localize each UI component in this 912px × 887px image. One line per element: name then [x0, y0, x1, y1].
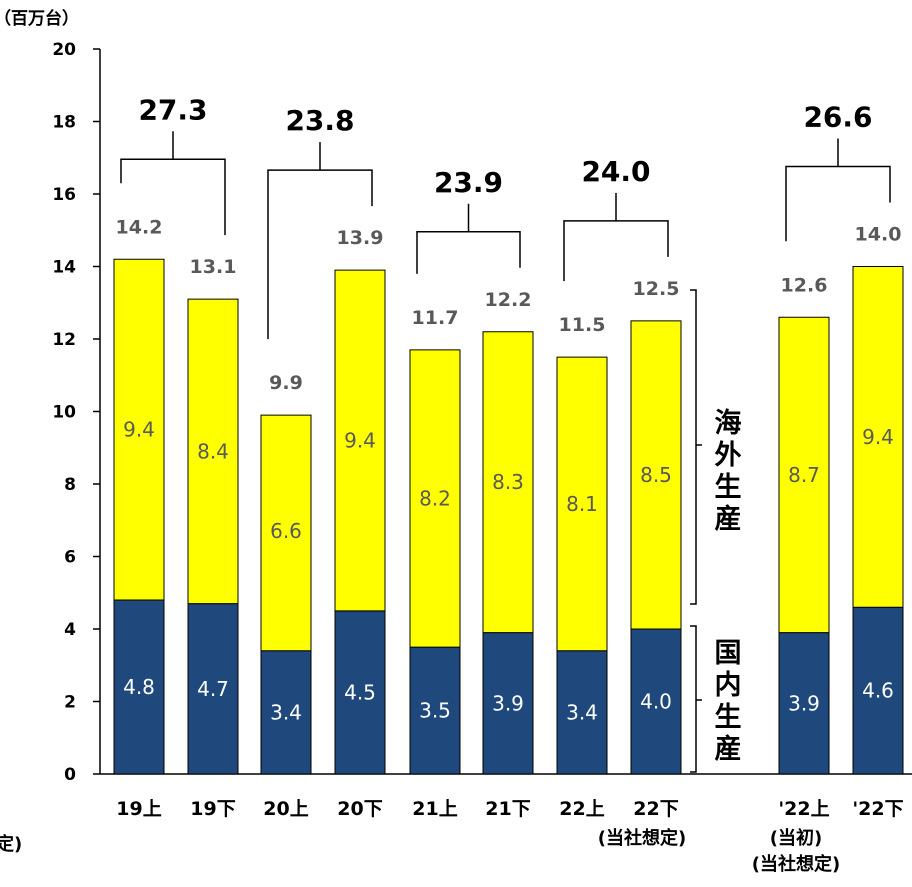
bar-overseas — [260, 414, 312, 652]
bar-domestic — [334, 610, 386, 775]
bar-overseas — [556, 356, 608, 652]
overseas-value-label: 8.2 — [419, 487, 451, 511]
domestic-value-label: 4.8 — [123, 675, 155, 699]
total-value-label: 9.9 — [269, 372, 303, 394]
overseas-value-label: 9.4 — [123, 418, 155, 442]
domestic-value-label: 4.7 — [197, 677, 229, 701]
bars — [113, 258, 904, 775]
overseas-side-char: 生 — [715, 472, 742, 503]
overseas-value-label: 8.4 — [197, 439, 229, 463]
overseas-brace — [690, 289, 697, 605]
bar-overseas — [778, 316, 830, 634]
domestic-value-label: 3.9 — [788, 691, 820, 715]
domestic-side-char: 内 — [715, 670, 742, 701]
edge-fragment: 定) — [0, 833, 22, 855]
x-tick-label: 21下 — [485, 798, 530, 820]
overseas-value-label: 8.5 — [640, 463, 672, 487]
bar-domestic — [409, 646, 461, 775]
y-tick-label: 14 — [52, 258, 76, 278]
annual-total-label: 23.8 — [285, 104, 354, 137]
total-value-label: 12.6 — [781, 274, 828, 296]
overseas-value-label: 9.4 — [344, 429, 376, 453]
overseas-side-char: 産 — [715, 503, 742, 535]
data-labels: 4.8 9.4 14.2 4.7 8.4 13.1 3.4 6.6 9.9 4.5 9.4 13.9 3… — [116, 216, 902, 724]
domestic-value-label: 4.0 — [640, 690, 672, 714]
overseas-value-label: 9.4 — [862, 425, 894, 449]
domestic-value-label: 4.5 — [344, 680, 376, 704]
x-tick-label: 22下 — [633, 798, 678, 820]
overseas-side-char: 海 — [715, 408, 742, 439]
bar-overseas — [409, 349, 461, 648]
x-tick-label: 20上 — [263, 798, 308, 820]
x-tick-label: '22下 — [852, 798, 903, 820]
bar-domestic — [113, 599, 165, 775]
domestic-value-label: 3.9 — [492, 691, 524, 715]
bar-overseas — [113, 258, 165, 601]
total-value-label: 14.2 — [116, 216, 163, 238]
domestic-value-label: 3.5 — [419, 699, 451, 723]
domestic-side-char: 生 — [715, 702, 742, 733]
total-value-label: 12.2 — [485, 289, 532, 311]
domestic-side-char: 国 — [715, 638, 742, 669]
annual-bracket — [563, 220, 669, 282]
overseas-value-label: 8.1 — [566, 492, 598, 516]
overseas-side-char: 外 — [715, 440, 742, 471]
unit-label: （百万台） — [0, 8, 79, 29]
y-tick-label: 4 — [64, 620, 76, 640]
overseas-value-label: 8.7 — [788, 463, 820, 487]
x-tick-label: 22上 — [559, 798, 604, 820]
y-tick-label: 8 — [64, 475, 76, 495]
bar-domestic — [187, 603, 239, 775]
domestic-side-char: 産 — [715, 733, 742, 765]
y-tick-label: 6 — [64, 548, 76, 568]
domestic-brace — [690, 625, 697, 773]
annual-brackets: 27.3 23.8 23.9 24.0 26.6 — [120, 93, 891, 340]
bar-domestic — [556, 650, 608, 775]
annual-total-label: 27.3 — [138, 93, 207, 126]
total-value-label: 13.1 — [190, 256, 237, 278]
x-tick-label: 19下 — [190, 798, 235, 820]
annual-bracket — [416, 231, 521, 274]
bar-domestic — [260, 650, 312, 775]
annual-total-label: 24.0 — [581, 155, 650, 188]
total-value-label: 12.5 — [633, 278, 680, 300]
overseas-value-label: 6.6 — [270, 519, 302, 543]
domestic-value-label: 3.4 — [270, 700, 302, 724]
domestic-value-label: 3.4 — [566, 700, 598, 724]
x-tick-label: 20下 — [337, 798, 382, 820]
total-value-label: 13.9 — [337, 227, 384, 249]
annual-total-label: 23.9 — [434, 166, 503, 199]
y-tick-label: 12 — [52, 330, 76, 350]
x-axis-labels: 19上 19下 20上 20下 21上 21下 22上 22下 '22上 '22下 (当社想定) (当… — [116, 798, 903, 875]
x-sub-label: (当初) — [770, 827, 822, 849]
y-tick-label: 2 — [64, 693, 76, 713]
x-tick-label: '22上 — [778, 798, 829, 820]
y-tick-label: 20 — [52, 40, 76, 60]
annual-total-label: 26.6 — [803, 101, 872, 134]
overseas-value-label: 8.3 — [492, 470, 524, 494]
total-value-label: 11.7 — [412, 307, 459, 329]
x-tick-label: 21上 — [412, 798, 457, 820]
domestic-value-label: 4.6 — [862, 679, 894, 703]
x-sub-label: (当社想定) — [752, 853, 840, 875]
bar-overseas — [630, 320, 682, 630]
bar-overseas — [187, 298, 239, 605]
y-tick-label: 0 — [64, 765, 76, 785]
y-tick-label: 18 — [52, 113, 76, 133]
bar-overseas — [334, 269, 386, 612]
bar-domestic — [778, 632, 830, 775]
total-value-label: 11.5 — [559, 314, 606, 336]
x-tick-label: 19上 — [116, 798, 161, 820]
y-tick-label: 10 — [52, 403, 76, 423]
bar-domestic — [852, 606, 904, 775]
y-tick-label: 16 — [52, 185, 76, 205]
bar-overseas — [852, 266, 904, 608]
x-sub-label: (当社想定) — [598, 827, 686, 849]
bar-overseas — [482, 331, 534, 634]
total-value-label: 14.0 — [855, 224, 902, 246]
